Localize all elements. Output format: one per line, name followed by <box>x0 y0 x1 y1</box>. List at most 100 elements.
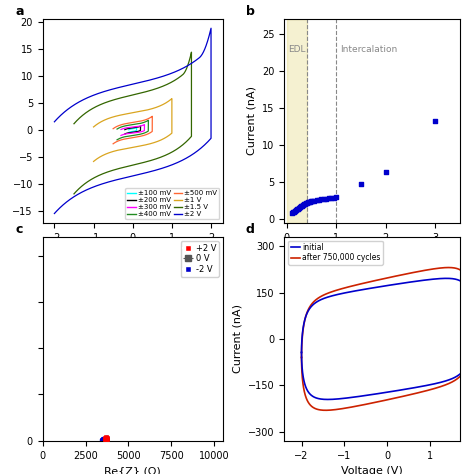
Point <box>102 435 109 443</box>
Point <box>102 437 110 445</box>
Point <box>99 438 107 445</box>
Point <box>103 434 110 441</box>
Point <box>99 438 106 445</box>
after 750,000 cycles <box>455 266 461 272</box>
Point <box>99 438 106 445</box>
Point <box>102 435 110 442</box>
Point <box>98 435 106 442</box>
Point <box>99 437 107 444</box>
Point <box>99 436 107 444</box>
Point <box>100 436 108 444</box>
Point <box>103 434 110 441</box>
Point <box>100 438 107 446</box>
Point <box>102 434 110 441</box>
Point <box>99 437 107 444</box>
Point <box>298 202 305 210</box>
Point <box>99 438 106 446</box>
after 750,000 cycles <box>446 264 451 270</box>
Point <box>98 436 106 444</box>
Point <box>289 209 297 216</box>
Point <box>99 438 106 445</box>
Point <box>99 438 106 446</box>
Point <box>100 437 107 445</box>
Point <box>98 436 106 444</box>
after 750,000 cycles <box>299 355 304 360</box>
Point <box>98 438 106 445</box>
Text: Intercalation: Intercalation <box>340 46 398 55</box>
Point <box>99 438 107 445</box>
Point <box>100 438 108 445</box>
Point <box>102 436 110 444</box>
Point <box>99 436 106 444</box>
Point <box>99 437 107 445</box>
Point <box>99 437 107 445</box>
Point <box>99 438 106 446</box>
Point <box>99 437 107 444</box>
Point <box>102 435 110 442</box>
Point <box>99 436 106 444</box>
Point <box>102 437 110 444</box>
Point <box>99 436 107 444</box>
Point <box>99 438 107 446</box>
after 750,000 cycles <box>464 274 470 280</box>
Point <box>100 437 107 444</box>
Point <box>431 118 439 125</box>
Point <box>99 438 107 446</box>
Legend: +2 V, 0 V, -2 V: +2 V, 0 V, -2 V <box>181 241 219 276</box>
Point <box>294 205 301 212</box>
Point <box>99 438 107 445</box>
Point <box>103 436 110 444</box>
Point <box>99 435 107 443</box>
Point <box>99 438 107 446</box>
Point <box>101 437 109 444</box>
Point <box>100 437 107 445</box>
Point <box>99 437 107 445</box>
Point <box>99 437 107 444</box>
Point <box>101 437 109 445</box>
Point <box>99 437 107 444</box>
Point <box>102 435 109 443</box>
Point <box>99 438 107 445</box>
Point <box>100 436 108 444</box>
initial <box>417 384 422 390</box>
Point <box>102 434 110 442</box>
Point <box>102 437 109 445</box>
Point <box>102 435 109 443</box>
Point <box>99 436 107 443</box>
Point <box>101 434 109 441</box>
Point <box>103 436 110 444</box>
after 750,000 cycles <box>316 295 321 301</box>
Point <box>100 436 107 444</box>
Point <box>100 437 107 445</box>
after 750,000 cycles <box>323 408 328 413</box>
Point <box>99 437 106 444</box>
Point <box>99 437 107 445</box>
Point <box>102 437 110 444</box>
Point <box>101 434 109 442</box>
Point <box>291 207 299 215</box>
Point <box>99 437 107 444</box>
Point <box>100 436 108 444</box>
Point <box>99 436 106 443</box>
Point <box>98 438 106 446</box>
Point <box>315 196 323 204</box>
Point <box>102 435 110 443</box>
initial <box>455 277 461 283</box>
Point <box>100 437 107 444</box>
Point <box>99 436 107 444</box>
Point <box>296 203 303 211</box>
Point <box>313 196 320 204</box>
Point <box>98 436 105 444</box>
Point <box>99 438 107 445</box>
Point <box>99 438 107 445</box>
Point <box>99 438 106 445</box>
Point <box>99 438 107 446</box>
initial <box>299 350 304 356</box>
Point <box>102 435 109 442</box>
Point <box>99 438 107 445</box>
Point <box>99 438 107 445</box>
Point <box>99 438 106 446</box>
Point <box>295 204 302 212</box>
Point <box>99 437 106 445</box>
Point <box>293 206 301 213</box>
